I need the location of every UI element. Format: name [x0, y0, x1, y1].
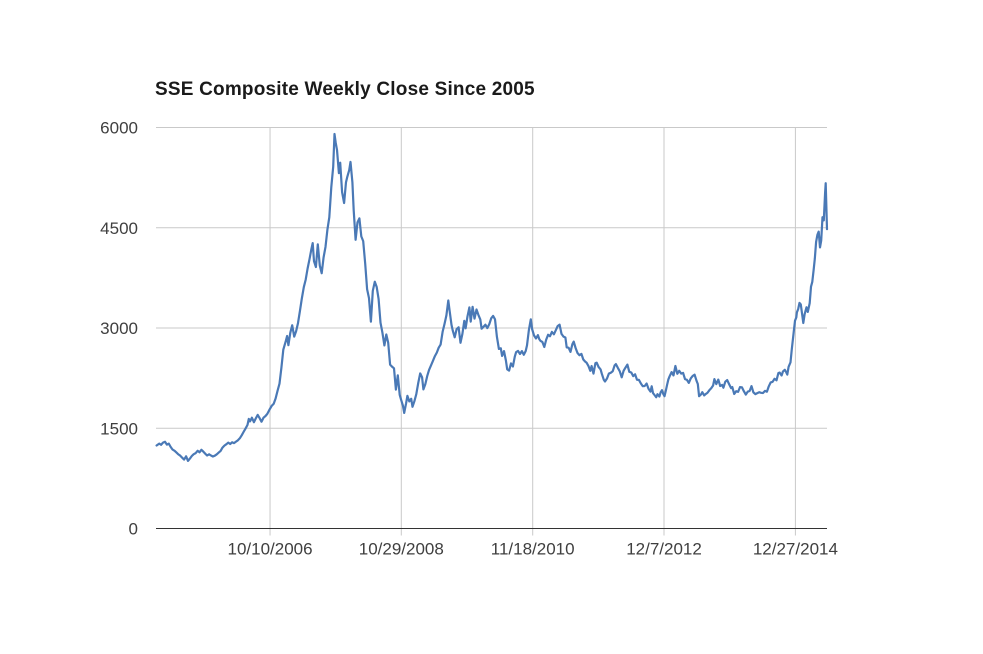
y-axis-tick-label: 1500 — [100, 419, 138, 438]
y-axis-tick-label: 6000 — [100, 119, 138, 138]
x-axis-tick-label: 11/18/2010 — [491, 540, 575, 559]
x-axis-tick-label: 12/7/2012 — [626, 540, 702, 559]
y-axis-tick-label: 0 — [129, 520, 138, 539]
chart-title: SSE Composite Weekly Close Since 2005 — [155, 79, 535, 100]
x-axis-tick-label: 12/27/2014 — [753, 540, 838, 559]
y-axis-tick-label: 4500 — [100, 219, 138, 238]
y-axis-tick-label: 3000 — [100, 319, 138, 338]
x-axis-tick-label: 10/29/2008 — [359, 540, 444, 559]
x-axis-tick-label: 10/10/2006 — [228, 540, 313, 559]
series-line-sse-composite-weekly-close — [155, 132, 829, 462]
